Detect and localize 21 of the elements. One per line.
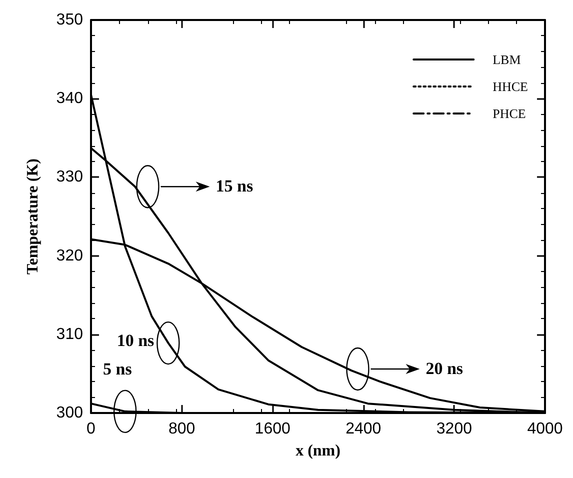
y-axis-title: Temperature (K) — [24, 158, 42, 274]
x-tick-label: 0 — [86, 420, 96, 438]
y-tick-label: 320 — [56, 247, 84, 264]
legend-label: LBM — [492, 52, 522, 67]
y-tick-label: 330 — [56, 168, 84, 186]
annotation: 15 ns — [216, 176, 254, 196]
annotation: 20 ns — [426, 358, 464, 378]
annotation: 10 ns — [116, 331, 155, 350]
x-tick-label: 800 — [168, 420, 196, 438]
annotation: 5 ns — [103, 359, 132, 378]
y-tick-label: 340 — [56, 90, 84, 108]
y-tick-label: 310 — [56, 326, 84, 343]
x-tick-label: 2400 — [346, 420, 382, 438]
legend-label: PHCE — [492, 106, 526, 121]
y-tick-label: 350 — [56, 12, 84, 28]
x-axis-title: x (nm) — [296, 442, 340, 460]
y-tick-label: 300 — [56, 404, 84, 422]
legend-label: HHCE — [492, 79, 528, 94]
x-tick-label: 1600 — [254, 420, 290, 438]
x-tick-label: 3200 — [436, 420, 472, 438]
x-tick-label: 4000 — [527, 420, 563, 438]
